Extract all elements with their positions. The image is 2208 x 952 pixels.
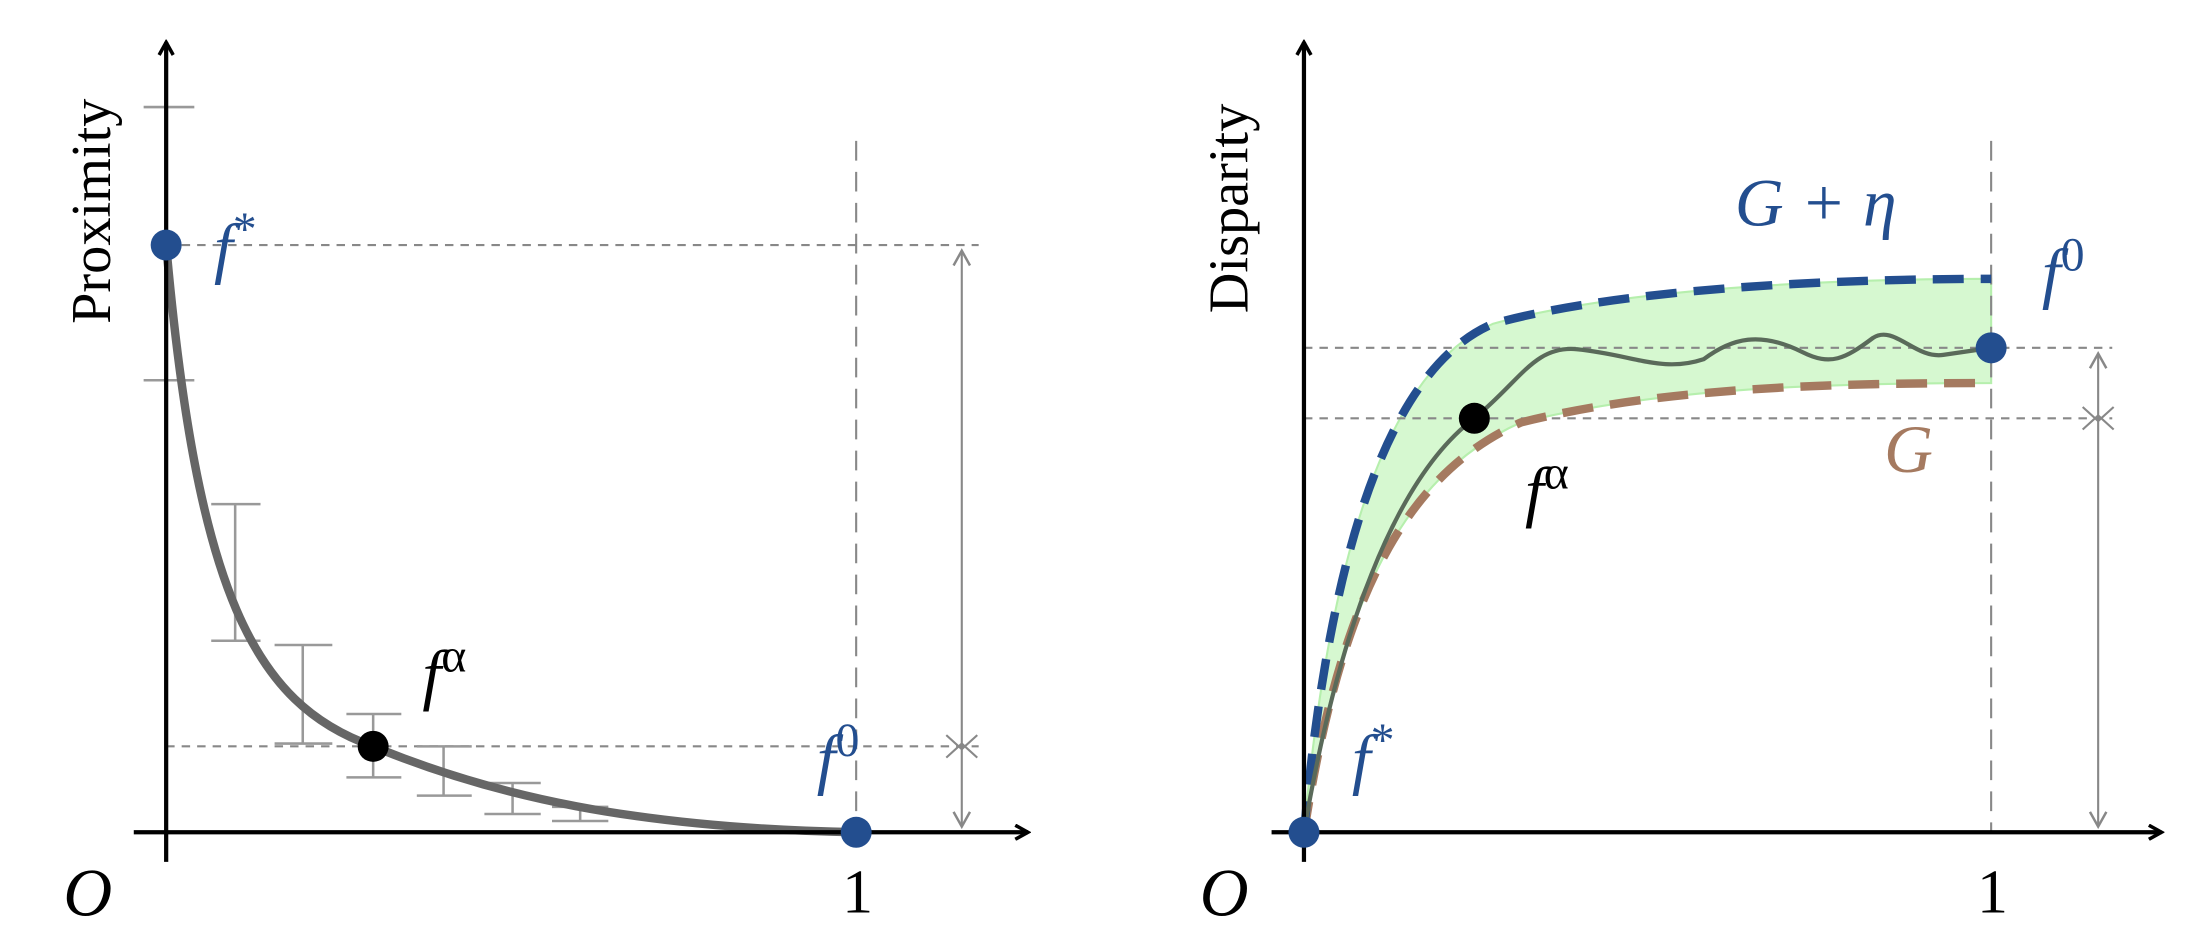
point [1288, 816, 1320, 848]
range-tick [945, 734, 978, 759]
x-tick-label: 1 [842, 859, 873, 927]
label-sup: 0 [836, 714, 860, 767]
point [357, 730, 389, 762]
realized-curve [1301, 332, 1992, 833]
point [1458, 402, 1490, 434]
curve-label: G [1884, 412, 1933, 487]
y-axis-label: Disparity [1199, 104, 1261, 314]
label-sup: * [233, 203, 257, 256]
label-sup: * [1371, 714, 1395, 767]
label-sup: α [1544, 447, 1569, 500]
point-label: fα [1525, 447, 1569, 529]
point [150, 229, 182, 261]
label-sup: 0 [2061, 228, 2085, 281]
label-sup: α [441, 630, 466, 683]
right-panel: Disparity O 1 f* fα f0 G + η G [1199, 42, 2162, 930]
origin-label: O [1200, 855, 1249, 930]
lower-curve [1299, 378, 1992, 833]
point-label: f* [214, 203, 257, 285]
point-label: f0 [2042, 228, 2085, 310]
y-axis-label: Proximity [61, 99, 123, 324]
tradeoff-curve [161, 244, 857, 837]
point-label: fα [422, 630, 466, 712]
upper-curve [1299, 274, 1992, 833]
range-tick [2081, 406, 2115, 431]
point-label: f* [1352, 714, 1395, 796]
point-label: f0 [817, 714, 860, 796]
point [1975, 332, 2007, 364]
x-tick-label: 1 [1977, 859, 2008, 927]
guides [166, 140, 979, 833]
origin-label: O [63, 855, 112, 930]
left-panel: Proximity O 1 f* fα f0 [61, 42, 1028, 930]
curve-label: G + η [1735, 165, 1897, 240]
point [840, 816, 872, 848]
